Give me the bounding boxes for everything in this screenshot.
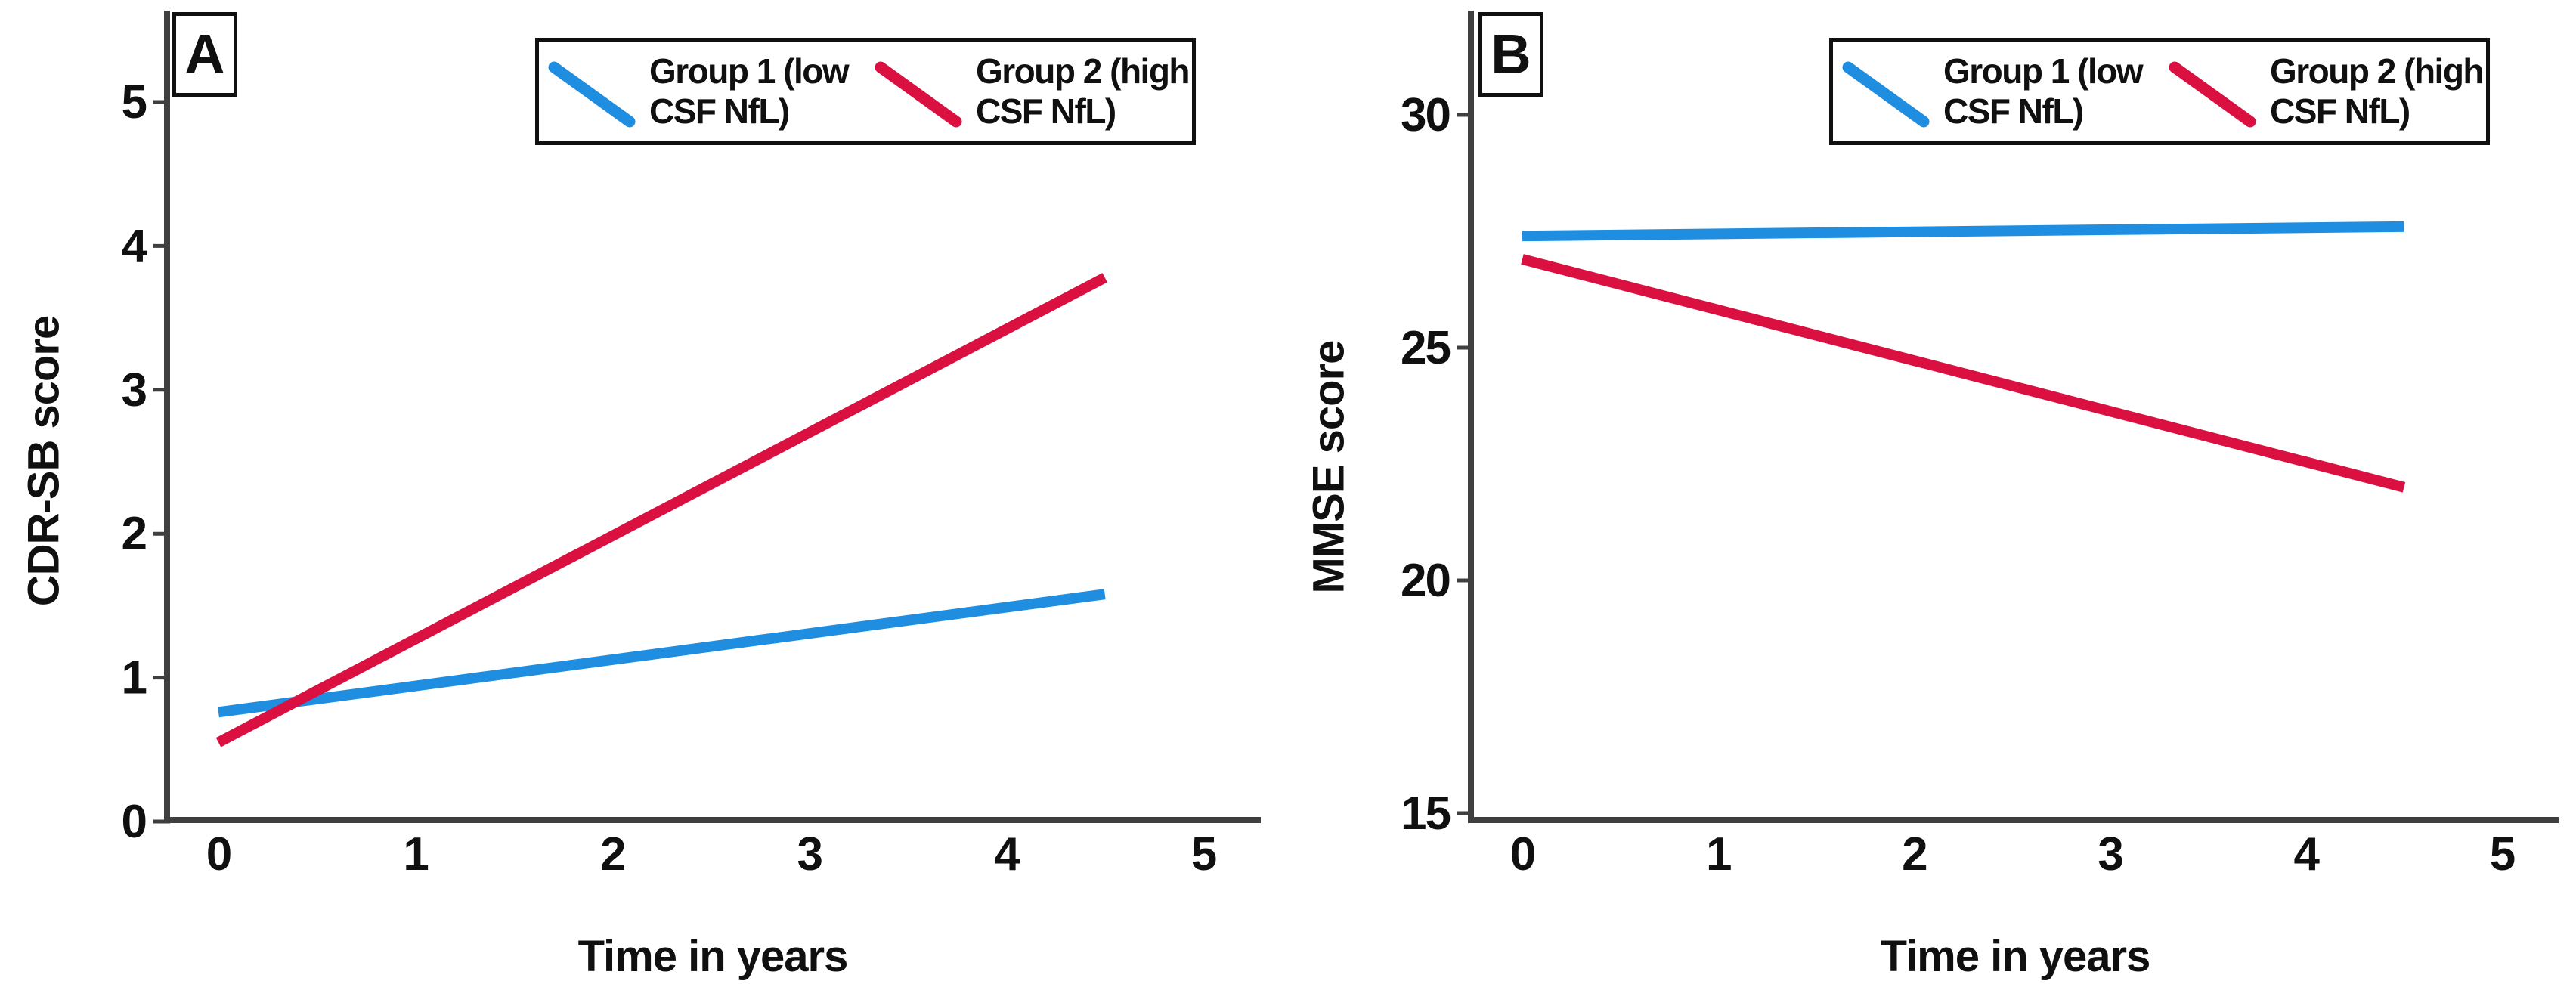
axis-line [1468, 11, 2559, 823]
x-tick-label: 2 [600, 828, 624, 880]
legend-key-line-red [2169, 61, 2256, 128]
x-axis-title-b: Time in years [1880, 932, 2151, 981]
y-tick-label: 30 [1401, 89, 1450, 141]
legend-entry-group2: Group 2 (high CSF NfL) [2160, 51, 2486, 132]
legend-label-group2: Group 2 (high CSF NfL) [976, 51, 1190, 131]
series-line-group2 [215, 273, 1107, 747]
legend-label-group1: Group 1 (low CSF NfL) [649, 51, 850, 131]
legend-entry-group1: Group 1 (low CSF NfL) [1833, 51, 2160, 132]
y-axis-title-a: CDR-SB score [19, 315, 69, 607]
legend-b: Group 1 (low CSF NfL) Group 2 (high CSF … [1829, 38, 2490, 145]
y-tick-label: 20 [1401, 555, 1450, 607]
panel-label-a: A [172, 12, 237, 97]
legend-label-group2: Group 2 (high CSF NfL) [2270, 51, 2485, 131]
panel-label-b: B [1478, 12, 1543, 97]
y-tick-label: 25 [1401, 322, 1450, 374]
legend-key-line-blue [1842, 61, 1930, 128]
x-tick-label: 3 [797, 828, 822, 880]
x-tick-label: 5 [1191, 828, 1216, 880]
x-tick-label: 2 [1902, 828, 1926, 880]
x-axis-title-a: Time in years [577, 932, 849, 981]
y-tick-label: 1 [122, 652, 147, 704]
y-tick-label: 0 [122, 796, 146, 848]
y-tick-label: 2 [122, 508, 146, 560]
y-tick-label: 5 [122, 76, 147, 128]
x-tick-label: 1 [1706, 828, 1731, 880]
series-line-group2 [1521, 254, 2406, 493]
y-axis-title-b: MMSE score [1304, 340, 1354, 594]
legend-entry-group1: Group 1 (low CSF NfL) [539, 51, 865, 132]
series-line-group1 [218, 589, 1106, 718]
legend-key-line-blue [548, 61, 636, 128]
x-tick-label: 4 [2294, 828, 2321, 880]
legend-label-group1: Group 1 (low CSF NfL) [1943, 51, 2144, 131]
x-tick-label: 4 [994, 828, 1020, 880]
legend-entry-group2: Group 2 (high CSF NfL) [865, 51, 1192, 132]
x-tick-label: 0 [206, 828, 231, 880]
x-tick-label: 5 [2490, 828, 2515, 880]
y-tick-label: 15 [1401, 788, 1450, 840]
legend-a: Group 1 (low CSF NfL) Group 2 (high CSF … [535, 38, 1196, 145]
x-tick-label: 1 [403, 828, 428, 880]
legend-key-line-red [875, 61, 962, 128]
y-tick-label: 3 [122, 364, 147, 416]
y-tick-label: 4 [122, 220, 148, 272]
x-tick-label: 3 [2098, 828, 2122, 880]
x-tick-label: 0 [1510, 828, 1534, 880]
series-line-group1 [1522, 221, 2404, 242]
